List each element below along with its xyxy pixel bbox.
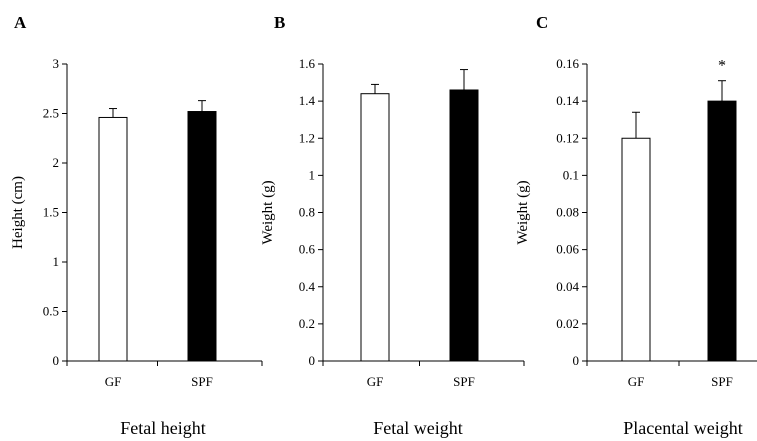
chart-title-C: Placental weight bbox=[623, 418, 742, 438]
panel-label-B: B bbox=[274, 13, 285, 32]
y-tick-label-B-8: 1.6 bbox=[299, 56, 316, 71]
y-tick-label-B-7: 1.4 bbox=[299, 93, 316, 108]
category-label-B-GF: GF bbox=[367, 374, 384, 389]
y-tick-label-B-0: 0 bbox=[309, 353, 316, 368]
bar-B-GF bbox=[360, 93, 390, 362]
y-tick-label-C-6: 0.12 bbox=[556, 130, 579, 145]
y-tick-label-A-0: 0 bbox=[53, 353, 60, 368]
y-tick-label-A-5: 2.5 bbox=[43, 106, 59, 121]
y-tick-label-B-6: 1.2 bbox=[299, 130, 315, 145]
y-tick-label-B-2: 0.4 bbox=[299, 279, 316, 294]
category-label-B-SPF: SPF bbox=[453, 374, 475, 389]
y-tick-label-C-7: 0.14 bbox=[556, 93, 579, 108]
category-label-A-GF: GF bbox=[105, 374, 122, 389]
y-tick-label-A-6: 3 bbox=[53, 56, 60, 71]
category-label-A-SPF: SPF bbox=[191, 374, 213, 389]
bar-C-GF bbox=[621, 137, 651, 362]
y-tick-label-A-1: 0.5 bbox=[43, 304, 59, 319]
y-tick-label-B-3: 0.6 bbox=[299, 242, 316, 257]
category-label-C-SPF: SPF bbox=[711, 374, 733, 389]
y-tick-label-B-4: 0.8 bbox=[299, 205, 315, 220]
y-tick-label-C-4: 0.08 bbox=[556, 205, 579, 220]
y-tick-label-C-3: 0.06 bbox=[556, 242, 579, 257]
bar-C-SPF bbox=[707, 100, 737, 362]
chart-title-A: Fetal height bbox=[120, 418, 205, 438]
y-tick-label-A-2: 1 bbox=[53, 254, 60, 269]
y-tick-label-B-5: 1 bbox=[309, 167, 316, 182]
panel-label-A: A bbox=[14, 13, 27, 32]
y-tick-label-C-5: 0.1 bbox=[563, 167, 579, 182]
y-tick-label-C-2: 0.04 bbox=[556, 279, 579, 294]
y-tick-label-A-3: 1.5 bbox=[43, 205, 59, 220]
y-tick-label-C-1: 0.02 bbox=[556, 316, 579, 331]
y-axis-label-B: Weight (g) bbox=[260, 180, 276, 244]
chart-title-B: Fetal weight bbox=[373, 418, 462, 438]
y-axis-label-C: Weight (g) bbox=[515, 180, 531, 244]
y-tick-label-C-0: 0 bbox=[573, 353, 580, 368]
y-tick-label-A-4: 2 bbox=[53, 155, 60, 170]
y-tick-label-C-8: 0.16 bbox=[556, 56, 579, 71]
bar-A-SPF bbox=[187, 111, 217, 362]
bar-B-SPF bbox=[449, 89, 479, 362]
bar-A-GF bbox=[98, 116, 128, 362]
panel-label-C: C bbox=[536, 13, 548, 32]
y-axis-label-A: Height (cm) bbox=[10, 176, 26, 249]
significance-marker-C-0: * bbox=[718, 58, 726, 75]
category-label-C-GF: GF bbox=[628, 374, 645, 389]
y-tick-label-B-1: 0.2 bbox=[299, 316, 315, 331]
